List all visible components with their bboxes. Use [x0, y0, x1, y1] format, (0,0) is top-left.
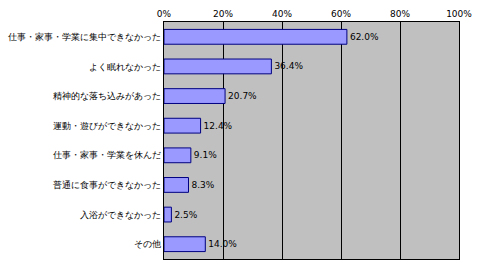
svg-text:普通に食事ができなかった: 普通に食事ができなかった	[53, 180, 161, 190]
svg-text:40%: 40%	[272, 9, 292, 19]
svg-text:2.5%: 2.5%	[174, 210, 197, 220]
svg-text:0%: 0%	[157, 9, 172, 19]
svg-text:仕事・家事・学業に集中できなかった: 仕事・家事・学業に集中できなかった	[8, 32, 161, 42]
svg-text:その他: その他	[134, 239, 161, 249]
svg-text:80%: 80%	[390, 9, 410, 19]
svg-text:20.7%: 20.7%	[228, 91, 257, 101]
svg-text:8.3%: 8.3%	[191, 180, 214, 190]
svg-text:9.1%: 9.1%	[194, 150, 217, 160]
svg-text:運動・遊びができなかった: 運動・遊びができなかった	[53, 121, 161, 131]
svg-text:62.0%: 62.0%	[350, 32, 379, 42]
svg-text:入浴ができなかった: 入浴ができなかった	[80, 210, 161, 220]
svg-text:36.4%: 36.4%	[274, 61, 303, 71]
svg-text:精神的な落ち込みがあった: 精神的な落ち込みがあった	[53, 91, 161, 101]
svg-text:仕事・家事・学業を休んだ: 仕事・家事・学業を休んだ	[53, 150, 161, 160]
svg-text:100%: 100%	[446, 9, 472, 19]
svg-text:60%: 60%	[331, 9, 351, 19]
svg-text:12.4%: 12.4%	[204, 121, 233, 131]
svg-text:14.0%: 14.0%	[208, 239, 237, 249]
svg-text:よく眠れなかった: よく眠れなかった	[89, 62, 161, 72]
svg-text:20%: 20%	[213, 9, 233, 19]
